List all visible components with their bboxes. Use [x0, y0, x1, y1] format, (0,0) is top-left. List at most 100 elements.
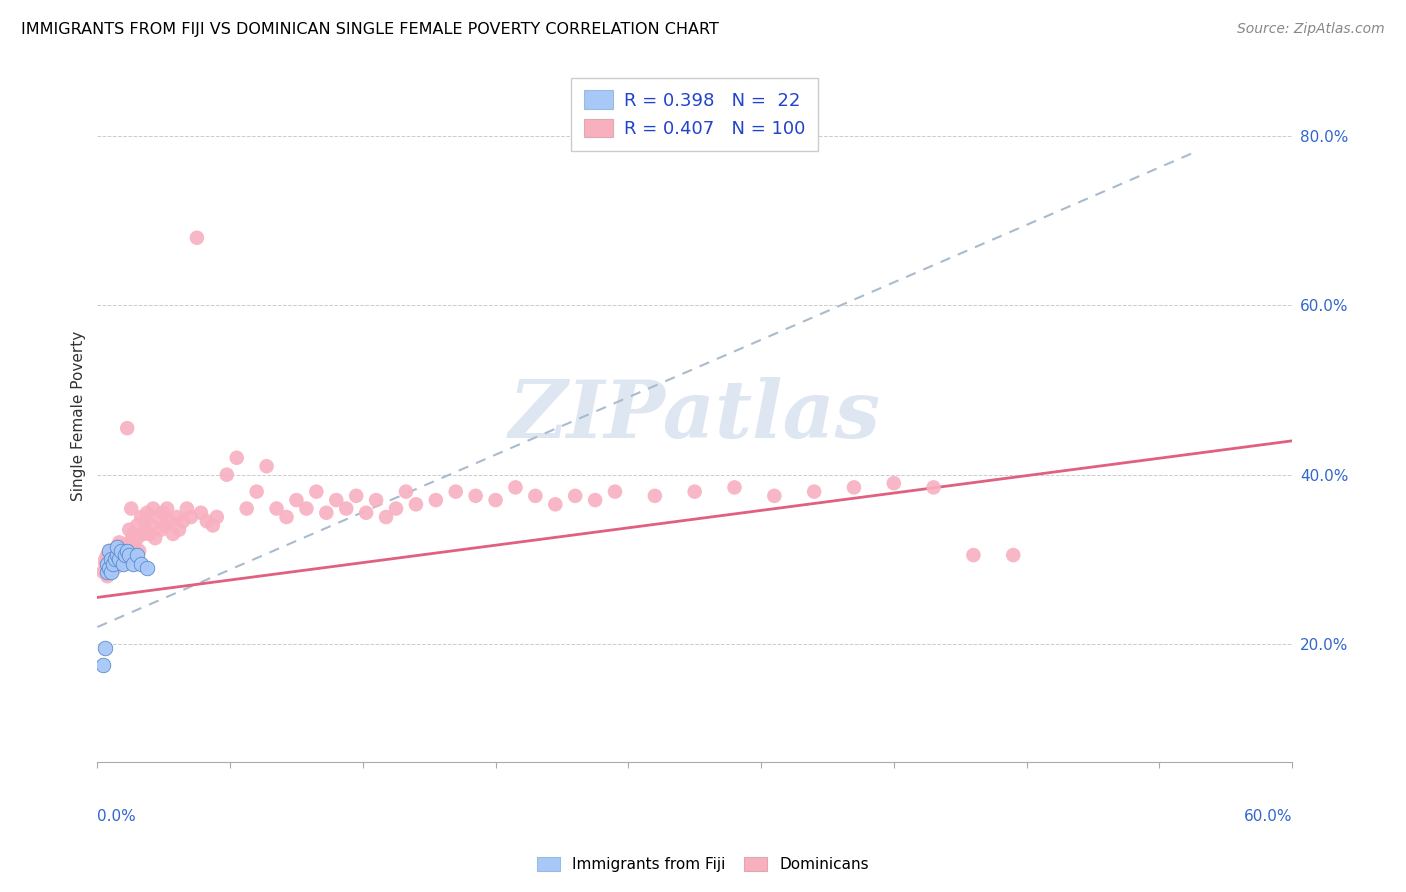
Point [105, 540, 128, 554]
Point [104, 548, 127, 562]
Point [115, 540, 138, 554]
Point [246, 484, 269, 499]
Point [723, 480, 745, 494]
Point [583, 493, 606, 508]
Point [215, 467, 238, 482]
Point [166, 510, 188, 524]
Point [128, 544, 150, 558]
Point [122, 527, 145, 541]
Point [127, 548, 149, 562]
Point [105, 540, 128, 554]
Point [108, 535, 131, 549]
Point [201, 518, 224, 533]
Point [354, 506, 377, 520]
Point [91, 658, 114, 673]
Point [96, 557, 118, 571]
Point [524, 489, 547, 503]
Point [110, 557, 132, 571]
Point [127, 531, 149, 545]
Point [1002, 548, 1025, 562]
Point [315, 506, 337, 520]
Point [96, 569, 118, 583]
Point [405, 497, 427, 511]
Y-axis label: Single Female Poverty: Single Female Poverty [72, 330, 86, 500]
Point [136, 506, 159, 520]
Point [100, 565, 122, 579]
Point [143, 531, 166, 545]
Point [112, 557, 135, 571]
Text: IMMIGRANTS FROM FIJI VS DOMINICAN SINGLE FEMALE POVERTY CORRELATION CHART: IMMIGRANTS FROM FIJI VS DOMINICAN SINGLE… [21, 22, 718, 37]
Point [104, 561, 127, 575]
Point [132, 527, 155, 541]
Point [842, 480, 865, 494]
Point [385, 501, 408, 516]
Point [285, 493, 308, 508]
Point [235, 501, 257, 516]
Point [180, 510, 202, 524]
Point [195, 514, 218, 528]
Point [120, 501, 142, 516]
Point [156, 501, 179, 516]
Point [150, 523, 173, 537]
Point [464, 489, 486, 503]
Point [124, 540, 146, 554]
Point [98, 557, 121, 571]
Point [146, 510, 169, 524]
Point [100, 565, 122, 579]
Point [91, 565, 114, 579]
Point [167, 523, 190, 537]
Point [962, 548, 984, 562]
Point [425, 493, 447, 508]
Point [136, 561, 159, 575]
Text: Source: ZipAtlas.com: Source: ZipAtlas.com [1237, 22, 1385, 37]
Point [103, 557, 125, 571]
Text: ZIPatlas: ZIPatlas [509, 376, 880, 454]
Point [266, 501, 288, 516]
Point [225, 450, 247, 465]
Point [100, 552, 122, 566]
Point [276, 510, 298, 524]
Point [395, 484, 418, 499]
Point [335, 501, 357, 516]
Point [138, 527, 160, 541]
Point [100, 552, 122, 566]
Point [114, 548, 136, 562]
Point [139, 518, 162, 533]
Point [110, 544, 132, 558]
Point [134, 514, 156, 528]
Point [122, 557, 145, 571]
Legend: R = 0.398   N =  22, R = 0.407   N = 100: R = 0.398 N = 22, R = 0.407 N = 100 [571, 78, 818, 151]
Point [922, 480, 945, 494]
Point [112, 557, 135, 571]
Text: 60.0%: 60.0% [1243, 809, 1292, 824]
Text: 0.0%: 0.0% [97, 809, 136, 824]
Point [325, 493, 347, 508]
Point [94, 552, 117, 566]
Point [114, 552, 136, 566]
Point [103, 557, 125, 571]
Point [157, 514, 180, 528]
Point [105, 548, 128, 562]
Point [115, 421, 138, 435]
Point [96, 548, 118, 562]
Point [152, 506, 174, 520]
Point [127, 518, 149, 533]
Point [142, 501, 165, 516]
Point [644, 489, 666, 503]
Point [118, 523, 141, 537]
Point [205, 510, 228, 524]
Point [364, 493, 387, 508]
Point [112, 544, 135, 558]
Point [484, 493, 506, 508]
Point [103, 544, 125, 558]
Point [375, 510, 398, 524]
Point [295, 501, 318, 516]
Point [883, 476, 905, 491]
Point [162, 527, 184, 541]
Point [98, 561, 121, 575]
Point [94, 557, 117, 571]
Point [564, 489, 586, 503]
Point [153, 518, 176, 533]
Point [122, 531, 145, 545]
Point [172, 514, 194, 528]
